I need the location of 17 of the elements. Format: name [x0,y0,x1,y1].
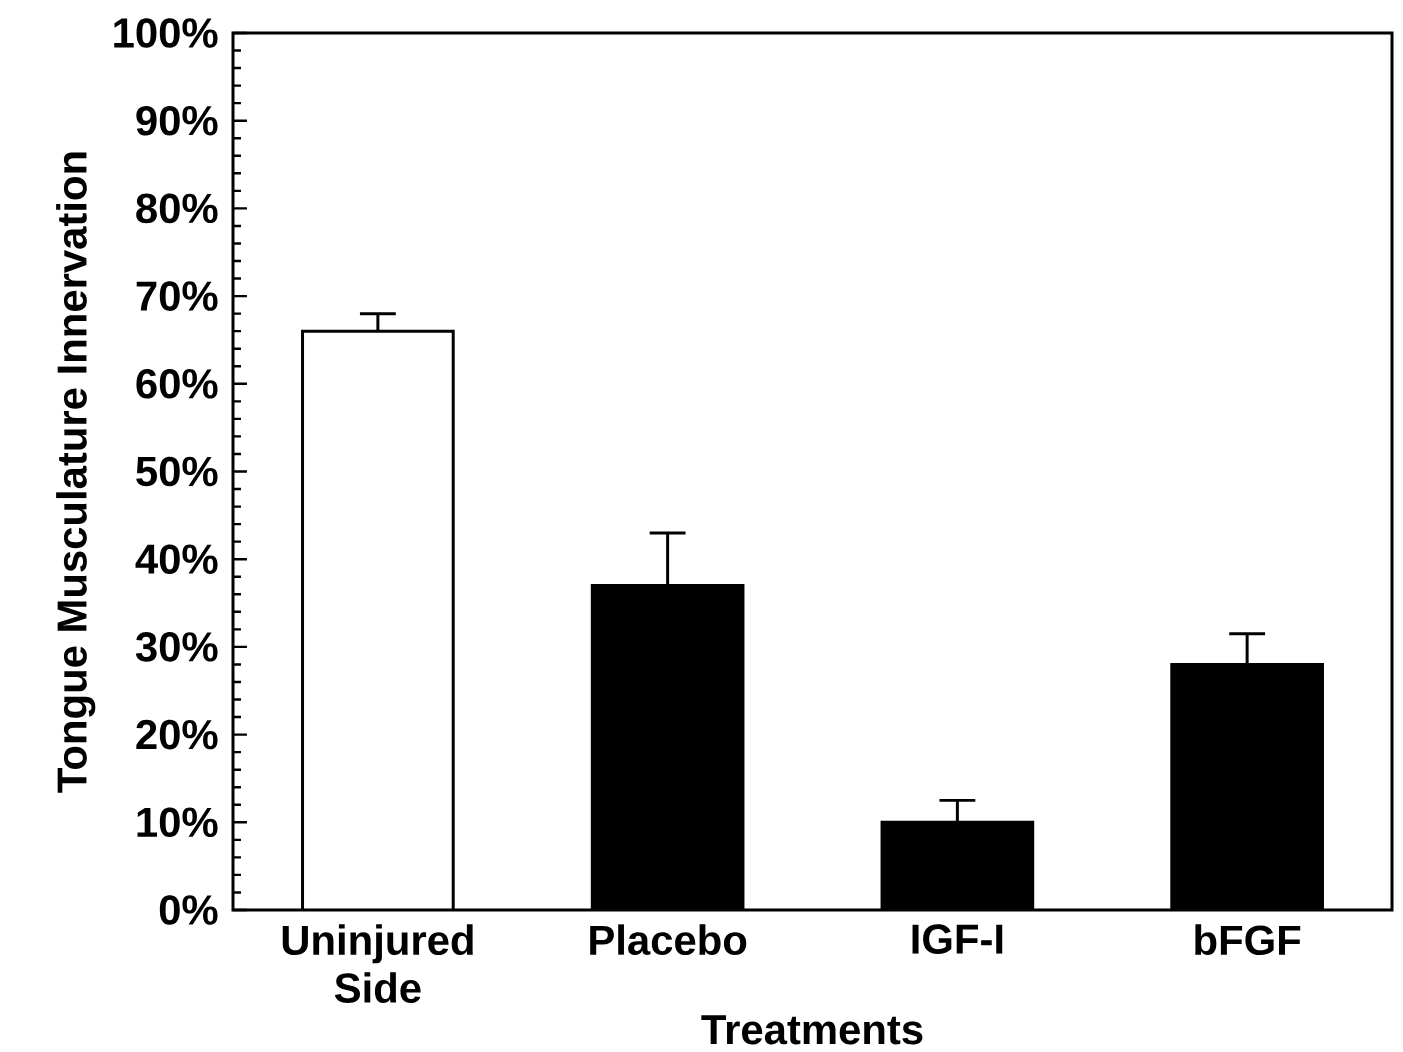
y-tick-label: 60% [136,368,218,399]
y-tick-label: 90% [136,105,218,136]
y-tick-label: 20% [136,719,218,750]
y-tick-label: 0% [159,895,218,925]
y-tick-label: 10% [137,807,218,838]
x-tick-label: Uninjured Side [282,924,473,1003]
y-tick-label: 80% [136,193,218,224]
y-tick-label: 40% [135,544,218,575]
y-tick-label: 30% [135,632,218,662]
x-tick-label: IGF-I [912,924,1003,954]
y-tick-label: 100% [114,18,218,48]
y-tick-label: 50% [136,456,218,487]
x-axis-title: Treatments [701,1015,923,1045]
x-tick-label: Placebo [590,924,747,956]
y-tick-label: 70% [136,281,218,311]
y-axis-title: Tongue Musculature Innervation [56,152,96,793]
x-tick-label: bFGF [1195,924,1301,956]
